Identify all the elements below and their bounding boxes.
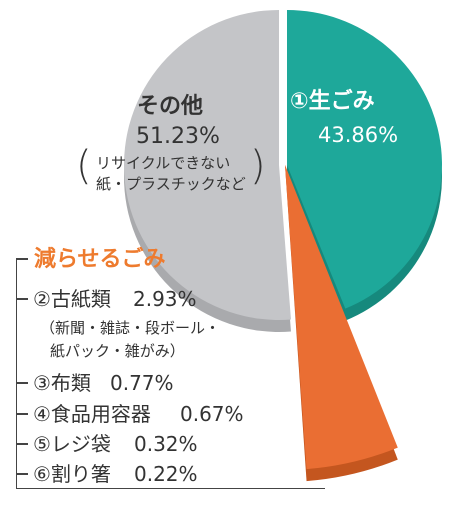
breakdown-item-label: ④食品用容器 [33, 402, 151, 426]
food-label: ①生ごみ [290, 89, 375, 114]
other-note-line-2: 紙・プラスチックなど [96, 175, 246, 193]
other-value-label: 51.23% [136, 124, 220, 149]
food-slice [287, 10, 443, 309]
bracket-tick [16, 473, 28, 475]
breakdown-item-label: ⑤レジ袋 [33, 432, 111, 456]
bracket-tick [16, 413, 28, 415]
other-slice [124, 10, 291, 320]
other-label: その他 [137, 94, 204, 119]
bracket-tick [16, 443, 28, 445]
breakdown-item-note: 紙パック・雑がみ） [50, 342, 185, 360]
breakdown-item-value: 0.77% [110, 371, 174, 395]
bracket-tick [16, 298, 28, 300]
reducible-heading: 減らせるごみ [34, 247, 166, 272]
pie-slices [124, 10, 443, 482]
breakdown-item-note: （新聞・雑誌・段ボール・ [40, 319, 221, 337]
breakdown-item-label: ②古紙類 [33, 287, 111, 311]
bracket-tick [16, 258, 28, 260]
other-note-line-1: リサイクルできない [96, 154, 231, 172]
breakdown-bracket [16, 258, 325, 489]
breakdown-item-label: ⑥割り箸 [33, 462, 111, 486]
breakdown-item-label: ③布類 [33, 371, 91, 395]
breakdown-item-value: 0.32% [134, 432, 198, 456]
other-note-open-paren: ( [76, 143, 92, 189]
breakdown-item-value: 0.67% [180, 402, 244, 426]
breakdown-item-value: 2.93% [133, 287, 197, 311]
reducible-slice [285, 165, 398, 470]
bracket-tick [16, 382, 28, 384]
food-value-label: 43.86% [318, 123, 399, 147]
breakdown-item-value: 0.22% [134, 462, 198, 486]
other-note-close-paren: ) [250, 143, 266, 189]
